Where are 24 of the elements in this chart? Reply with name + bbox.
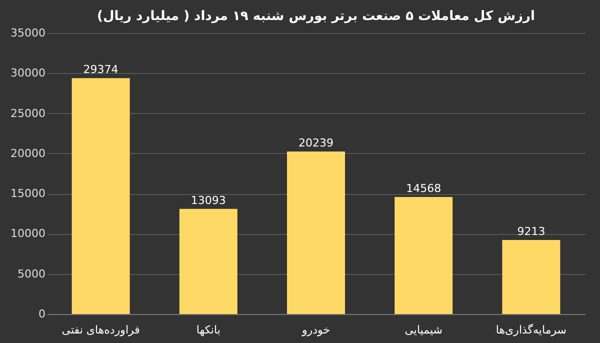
x-tick-label: سرمایه‌گذاری‌ها: [496, 324, 567, 336]
y-tick-label: 10000: [10, 227, 46, 240]
bar: [287, 152, 345, 314]
y-tick-label: 15000: [10, 187, 46, 200]
bar: [394, 197, 453, 314]
y-tick-label: 30000: [10, 66, 46, 80]
x-tick-label: فراورده‌های نفتی: [62, 324, 140, 336]
data-label: 13093: [190, 194, 226, 207]
bar: [179, 208, 238, 314]
data-label: 9213: [517, 225, 546, 238]
y-tick-label: 20000: [10, 146, 46, 160]
y-tick-label: 5000: [18, 267, 46, 280]
x-tick-label: شیمیایی: [404, 324, 442, 336]
data-label: 14568: [406, 182, 442, 196]
bar: [502, 240, 560, 314]
y-tick-label: 0: [38, 308, 46, 320]
y-tick-label: 25000: [10, 106, 46, 120]
y-tick-label: 35000: [10, 26, 46, 40]
data-label: 20239: [298, 136, 334, 150]
bar: [72, 78, 130, 314]
x-tick-label: خودرو: [300, 324, 330, 336]
x-tick-label: بانکها: [196, 324, 220, 336]
data-label: 29374: [83, 63, 118, 76]
chart-title: ارزش کل معاملات ۵ صنعت برتر بورس شنبه ۱۹ مرداد ( میلیارد ریال): [97, 9, 535, 24]
